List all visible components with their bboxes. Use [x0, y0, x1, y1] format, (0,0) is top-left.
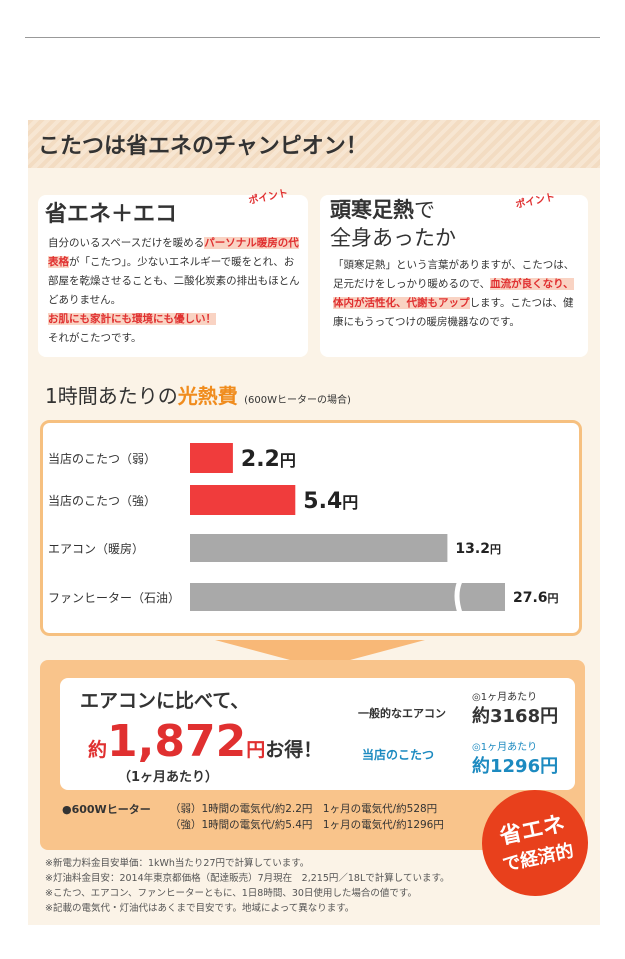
savings-line1: エアコンに比べて、: [80, 690, 250, 712]
value-label: 27.6円: [513, 590, 559, 606]
text: 自分のいるスペースだけを暖める: [48, 237, 205, 249]
header-band: [28, 120, 600, 168]
prefix: 約: [88, 739, 108, 761]
header-title: こたつは省エネのチャンピオン！: [38, 134, 368, 159]
compare-period: ◎1ヶ月あたり: [472, 742, 538, 753]
value: 5.4: [303, 489, 342, 514]
arrow: [215, 640, 425, 668]
suffix: お得！: [265, 739, 323, 761]
unit: 円: [280, 451, 296, 470]
arrow-shape: [215, 640, 425, 668]
point-box: [320, 195, 588, 357]
subtitle: (600Wヒーターの場合): [244, 395, 351, 406]
heater-rows: （弱）1時間の電気代/約2.2円 1ヶ月の電気代/約528円 （強）1時間の電気代…: [170, 801, 444, 833]
bar-break: [454, 580, 463, 614]
category-label: 当店のこたつ（弱）: [48, 452, 156, 466]
footnote: ※灯油料金目安：2014年東京都価格（配達販売）7月現在 2,215円／18Lで…: [45, 873, 450, 884]
savings-note: （1ヶ月あたり）: [118, 770, 219, 785]
compare-label: 一般的なエアコン: [358, 707, 446, 720]
text: それがこたつです。: [48, 332, 142, 344]
amount: 1,872: [107, 716, 247, 767]
point-body: 自分のいるスペースだけを暖めるパーソナル暖房の代表格が「こたつ」。少ないエネルギ…: [48, 234, 300, 348]
footnote: ※新電力料金目安単価：1kWh当たり27円で計算しています。: [45, 858, 310, 869]
bar: [190, 583, 505, 611]
chart-frame: [40, 420, 582, 636]
compare-value: 約1296円: [472, 756, 559, 777]
point-box: [38, 195, 308, 357]
heater-row: （強）1時間の電気代/約5.4円 1ヶ月の電気代/約1296円: [170, 819, 444, 831]
footnote: ※記載の電気代・灯油代はあくまで目安です。地域によって異なります。: [45, 903, 355, 914]
title-highlight: 光熱費: [177, 384, 238, 408]
footnote: ※こたつ、エアコン、ファンヒーターともに、1日8時間、30日使用した場合の値です…: [45, 888, 417, 899]
point-body: 「頭寒足熱」という言葉がありますが、こたつは、足元だけをしっかり暖めるので、血流…: [333, 256, 581, 332]
heater-label: ●600Wヒーター: [62, 803, 151, 816]
unit: 円: [548, 592, 559, 605]
category-label: エアコン（暖房）: [48, 541, 144, 556]
value: 27.6: [513, 590, 548, 606]
category-label: 当店のこたつ（強）: [48, 494, 156, 508]
title-rest: で: [414, 198, 435, 222]
compare-value: 約3168円: [472, 706, 559, 727]
value: 2.2: [241, 447, 280, 472]
unit: 円: [246, 739, 266, 761]
unit: 円: [490, 543, 501, 556]
text: が「こたつ」。少ないエネルギーで暖をとれ、お部屋を乾燥させることも、二酸化炭素の…: [48, 256, 300, 306]
value-label: 13.2円: [455, 541, 501, 557]
unit: 円: [342, 493, 358, 512]
point-title: 頭寒足熱で全身あったか: [330, 196, 456, 252]
category-label: ファンヒーター（石油）: [48, 591, 180, 605]
value-label: 5.4円: [303, 489, 358, 514]
highlight: お肌にも家計にも環境にも優しい！: [48, 313, 216, 325]
savings-amount: 約1,872円お得！: [88, 716, 322, 767]
divider: [25, 37, 600, 38]
bar: [190, 534, 448, 562]
bar: [190, 443, 233, 473]
bar: [190, 485, 296, 515]
heater-row: （弱）1時間の電気代/約2.2円 1ヶ月の電気代/約528円: [170, 803, 438, 815]
savings-inner: [60, 678, 575, 790]
title-bold: 頭寒足熱: [330, 198, 414, 222]
footnotes: ※新電力料金目安単価：1kWh当たり27円で計算しています。 ※灯油料金目安：20…: [45, 856, 450, 916]
compare-period: ◎1ヶ月あたり: [472, 692, 538, 703]
text: します。こたつは、健康にもうってつけの暖房機器なのです。: [333, 297, 574, 328]
title-line2: 全身あったか: [330, 226, 456, 250]
value-label: 2.2円: [241, 447, 296, 472]
point-title: 省エネ＋エコ: [45, 202, 178, 227]
value: 13.2: [455, 541, 490, 557]
text: 「頭寒足熱」という言葉がありますが、こたつは、足元だけをしっかり暖めるので、: [333, 259, 575, 290]
title: 1時間あたりの: [45, 384, 178, 408]
compare-label: 当店のこたつ: [362, 748, 435, 762]
chart-title: 1時間あたりの光熱費 (600Wヒーターの場合): [45, 380, 351, 409]
